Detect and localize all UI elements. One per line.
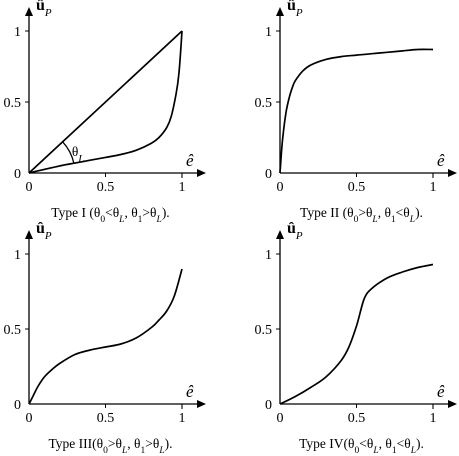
x-tick-label: 0 — [26, 180, 33, 195]
y-tick-label: 0.5 — [4, 96, 22, 111]
x-tick-label: 0 — [277, 411, 284, 426]
y-tick-label: 1 — [265, 248, 272, 263]
x-tick-label: 0.5 — [348, 411, 366, 426]
y-tick-label: 0 — [265, 167, 272, 182]
y-axis-label: ûP — [36, 0, 52, 19]
x-tick-label: 0 — [277, 180, 284, 195]
x-axis-arrow — [197, 169, 206, 177]
x-tick-label: 1 — [179, 180, 186, 195]
chart-caption: Type IV(θ0<θL, θ1<θL). — [299, 436, 424, 456]
y-tick-label: 0 — [14, 167, 21, 182]
x-axis-label: ê — [186, 151, 194, 170]
x-tick-label: 0.5 — [97, 411, 115, 426]
x-axis-label: ê — [437, 382, 445, 401]
x-tick-label: 1 — [430, 180, 437, 195]
y-tick-label: 1 — [14, 25, 21, 40]
x-tick-label: 1 — [179, 411, 186, 426]
x-axis-arrow — [448, 169, 457, 177]
x-tick-label: 0.5 — [97, 180, 115, 195]
x-axis-arrow — [197, 400, 206, 408]
series-line-1 — [28, 268, 183, 405]
y-axis-arrow — [25, 7, 33, 16]
chart-caption: Type III(θ0>θL, θ1>θL). — [49, 436, 173, 456]
x-axis-label: ê — [186, 382, 194, 401]
y-axis-label: ûP — [287, 0, 303, 19]
x-tick-label: 0 — [26, 411, 33, 426]
y-tick-label: 0.5 — [4, 323, 22, 338]
y-tick-label: 1 — [265, 25, 272, 40]
y-axis-arrow — [25, 230, 33, 239]
angle-arc — [62, 141, 75, 164]
x-tick-label: 0.5 — [348, 180, 366, 195]
x-axis-arrow — [448, 400, 457, 408]
y-axis-label: ûP — [287, 220, 303, 242]
y-tick-label: 0.5 — [255, 96, 273, 111]
chart-caption: Type II (θ0>θL, θ1<θL). — [300, 205, 423, 225]
y-axis-label: ûP — [36, 220, 52, 242]
y-axis-arrow — [276, 7, 284, 16]
series-line-1 — [28, 30, 183, 174]
series-line-1 — [279, 263, 434, 405]
y-tick-label: 0 — [265, 398, 272, 413]
y-tick-label: 1 — [14, 248, 21, 263]
angle-label: θL — [72, 144, 85, 165]
x-tick-label: 1 — [430, 411, 437, 426]
y-tick-label: 0.5 — [255, 323, 273, 338]
y-tick-label: 0 — [14, 398, 21, 413]
series-line-1 — [279, 48, 434, 174]
series-line-2 — [28, 30, 183, 174]
chart-caption: Type I (θ0<θL, θ1>θL). — [51, 205, 169, 225]
x-axis-label: ê — [437, 151, 445, 170]
y-axis-arrow — [276, 230, 284, 239]
